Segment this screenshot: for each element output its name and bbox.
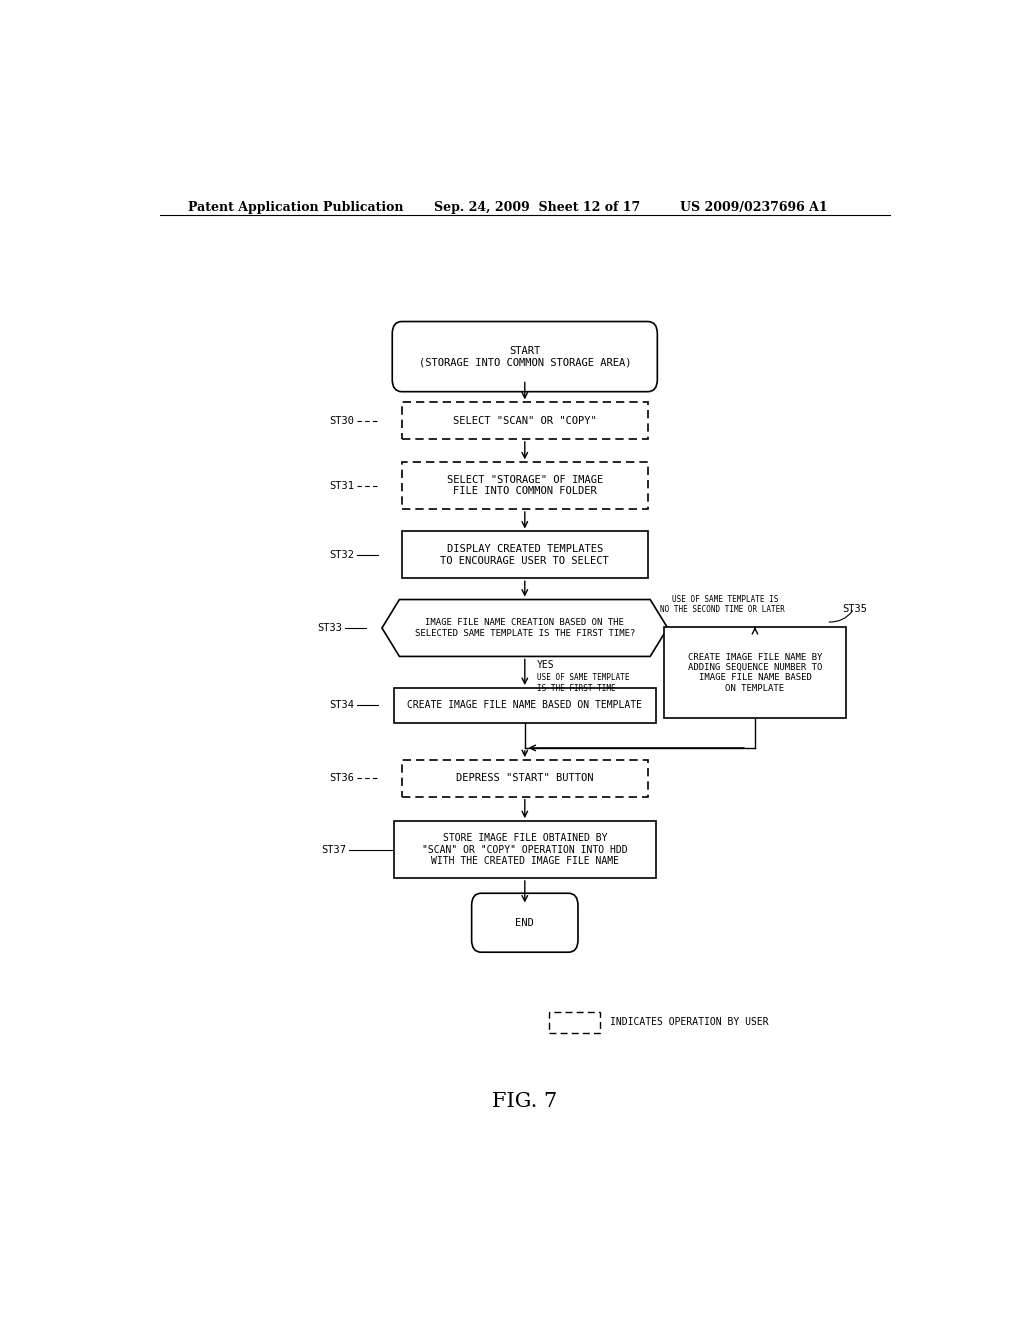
Text: USE OF SAME TEMPLATE: USE OF SAME TEMPLATE — [537, 673, 629, 682]
Text: NO THE SECOND TIME OR LATER: NO THE SECOND TIME OR LATER — [659, 605, 784, 614]
Text: ST32: ST32 — [329, 550, 354, 560]
Text: END: END — [515, 917, 535, 928]
Text: ST35: ST35 — [842, 603, 867, 614]
Bar — [394, 688, 655, 722]
Text: STORE IMAGE FILE OBTAINED BY
"SCAN" OR "COPY" OPERATION INTO HDD
WITH THE CREATE: STORE IMAGE FILE OBTAINED BY "SCAN" OR "… — [422, 833, 628, 866]
Bar — [549, 1012, 600, 1032]
Text: DISPLAY CREATED TEMPLATES
TO ENCOURAGE USER TO SELECT: DISPLAY CREATED TEMPLATES TO ENCOURAGE U… — [440, 544, 609, 565]
Text: IMAGE FILE NAME CREATION BASED ON THE
SELECTED SAME TEMPLATE IS THE FIRST TIME?: IMAGE FILE NAME CREATION BASED ON THE SE… — [415, 618, 635, 638]
Text: CREATE IMAGE FILE NAME BASED ON TEMPLATE: CREATE IMAGE FILE NAME BASED ON TEMPLATE — [408, 700, 642, 710]
Text: ST30: ST30 — [329, 416, 354, 425]
Bar — [401, 532, 648, 578]
Text: START
(STORAGE INTO COMMON STORAGE AREA): START (STORAGE INTO COMMON STORAGE AREA) — [419, 346, 631, 367]
Bar — [664, 627, 846, 718]
Text: INDICATES OPERATION BY USER: INDICATES OPERATION BY USER — [609, 1018, 768, 1027]
Bar — [401, 760, 648, 797]
Bar — [401, 403, 648, 440]
Text: Patent Application Publication: Patent Application Publication — [187, 201, 403, 214]
Text: DEPRESS "START" BUTTON: DEPRESS "START" BUTTON — [456, 774, 594, 783]
Text: IS THE FIRST TIME: IS THE FIRST TIME — [537, 685, 615, 693]
Text: ST37: ST37 — [322, 845, 346, 854]
Polygon shape — [382, 599, 668, 656]
Text: ST31: ST31 — [329, 480, 354, 491]
Text: ST34: ST34 — [329, 700, 354, 710]
Text: YES: YES — [537, 660, 554, 669]
Text: US 2009/0237696 A1: US 2009/0237696 A1 — [680, 201, 827, 214]
Text: ST36: ST36 — [329, 774, 354, 783]
Text: Sep. 24, 2009  Sheet 12 of 17: Sep. 24, 2009 Sheet 12 of 17 — [433, 201, 640, 214]
FancyBboxPatch shape — [472, 894, 578, 952]
Text: SELECT "STORAGE" OF IMAGE
FILE INTO COMMON FOLDER: SELECT "STORAGE" OF IMAGE FILE INTO COMM… — [446, 475, 603, 496]
Bar — [401, 462, 648, 510]
Bar — [394, 821, 655, 878]
Text: ST33: ST33 — [317, 623, 342, 634]
Text: FIG. 7: FIG. 7 — [493, 1092, 557, 1111]
Text: USE OF SAME TEMPLATE IS: USE OF SAME TEMPLATE IS — [672, 595, 778, 605]
Text: SELECT "SCAN" OR "COPY": SELECT "SCAN" OR "COPY" — [453, 416, 597, 425]
Text: CREATE IMAGE FILE NAME BY
ADDING SEQUENCE NUMBER TO
IMAGE FILE NAME BASED
ON TEM: CREATE IMAGE FILE NAME BY ADDING SEQUENC… — [688, 652, 822, 693]
FancyBboxPatch shape — [392, 322, 657, 392]
